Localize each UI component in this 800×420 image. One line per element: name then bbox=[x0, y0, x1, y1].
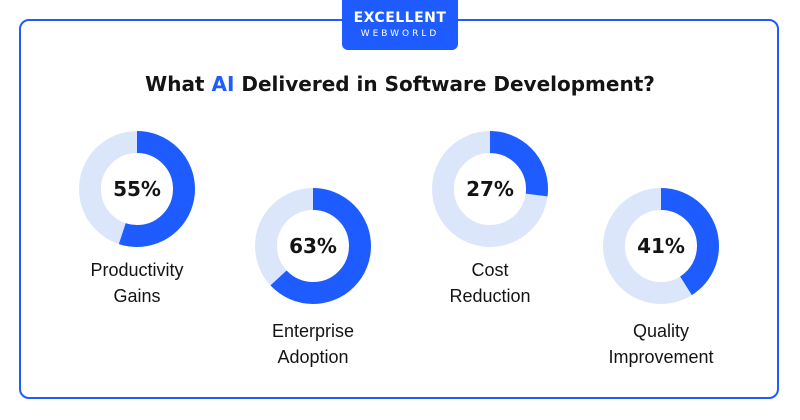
donut-percent-label: 41% bbox=[637, 234, 685, 258]
donut-percent-label: 63% bbox=[289, 234, 337, 258]
label-cost-reduction: Cost Reduction bbox=[400, 257, 580, 309]
label-line: Reduction bbox=[449, 286, 531, 306]
title-highlight: AI bbox=[211, 72, 235, 96]
label-enterprise-adoption: Enterprise Adoption bbox=[223, 318, 403, 370]
donut-percent-label: 27% bbox=[466, 177, 514, 201]
label-quality-improvement: Quality Improvement bbox=[571, 318, 751, 370]
label-line: Adoption bbox=[277, 347, 349, 367]
donut-value-arc bbox=[255, 188, 371, 304]
title-after: Delivered in Software Development? bbox=[234, 72, 655, 96]
label-line: Enterprise bbox=[271, 321, 355, 341]
donut-productivity-gains: 55% bbox=[79, 131, 195, 247]
title-before: What bbox=[145, 72, 212, 96]
donut-value-arc bbox=[432, 131, 548, 247]
brand-logo: EXCELLENT WEBWORLD bbox=[342, 0, 458, 50]
donut-value-arc bbox=[79, 131, 195, 247]
donut-cost-reduction: 27% bbox=[432, 131, 548, 247]
label-line: Productivity bbox=[90, 260, 184, 280]
label-productivity-gains: Productivity Gains bbox=[47, 257, 227, 309]
label-line: Cost bbox=[471, 260, 509, 280]
donut-percent-label: 55% bbox=[113, 177, 161, 201]
label-line: Gains bbox=[113, 286, 161, 306]
chart-title: What AI Delivered in Software Developmen… bbox=[0, 70, 800, 98]
label-line: Quality bbox=[632, 321, 690, 341]
label-line: Improvement bbox=[608, 347, 714, 367]
donut-enterprise-adoption: 63% bbox=[255, 188, 371, 304]
brand-name-line2: WEBWORLD bbox=[360, 29, 440, 39]
brand-name-line1: EXCELLENT bbox=[353, 10, 447, 26]
donut-value-arc bbox=[603, 188, 719, 304]
donut-quality-improvement: 41% bbox=[603, 188, 719, 304]
